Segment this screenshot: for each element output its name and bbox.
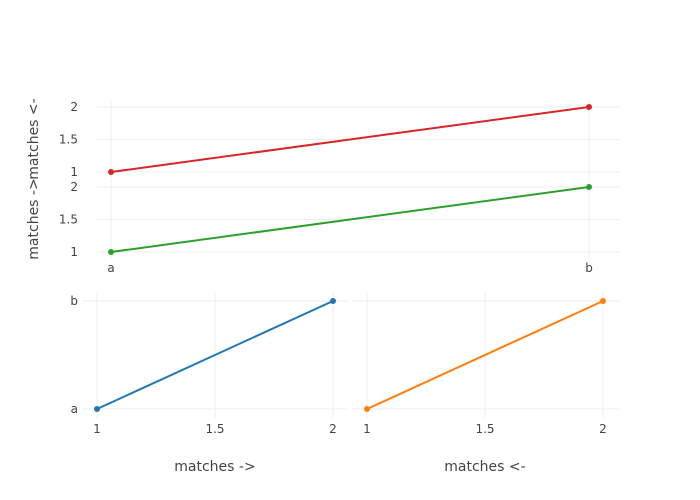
middle-series-line <box>110 186 590 253</box>
middle-y-tick-label: 1.5 <box>59 213 78 227</box>
middle-data-point <box>108 249 114 255</box>
top-y-tick-label: 2 <box>70 100 78 114</box>
bottom-right-x-tick-label: 1.5 <box>475 422 494 436</box>
middle-y-tick-label: 2 <box>70 180 78 194</box>
bottom-left-series-line <box>96 300 334 410</box>
y-category-tick-label: b <box>70 294 78 308</box>
top-y-tick-label: 1.5 <box>59 133 78 147</box>
bottom-left-x-tick-label: 2 <box>329 422 337 436</box>
middle-data-point <box>586 184 592 190</box>
marks-layer <box>94 104 606 412</box>
bottom-left-data-point <box>330 298 336 304</box>
middle-y-tick-label: 1 <box>70 245 78 259</box>
bottom-right-x-tick-label: 1 <box>363 422 371 436</box>
bottom-right-data-point <box>364 406 370 412</box>
top-data-point <box>108 169 114 175</box>
middle-y-axis-title: matches -> <box>26 178 42 259</box>
text-layer: 1 1.5 2 matches <- 1 1.5 2 matches -> a b 1 1.5 2 a b m… <box>26 98 607 475</box>
grid-layer <box>82 100 620 418</box>
bottom-right-x-tick-label: 2 <box>599 422 607 436</box>
x-category-tick-label: a <box>107 261 114 275</box>
bottom-left-data-point <box>94 406 100 412</box>
bottom-right-data-point <box>600 298 606 304</box>
bottom-right-x-axis-title: matches <- <box>444 459 525 475</box>
bottom-left-x-tick-label: 1 <box>93 422 101 436</box>
y-category-tick-label: a <box>71 402 78 416</box>
top-data-point <box>586 104 592 110</box>
bottom-left-x-tick-label: 1.5 <box>205 422 224 436</box>
x-category-tick-label: b <box>585 261 593 275</box>
top-y-tick-label: 1 <box>70 165 78 179</box>
top-series-line <box>110 106 590 173</box>
bottom-right-series-line <box>366 300 604 410</box>
top-y-axis-title: matches <- <box>26 98 42 179</box>
bottom-left-x-axis-title: matches -> <box>174 459 255 475</box>
